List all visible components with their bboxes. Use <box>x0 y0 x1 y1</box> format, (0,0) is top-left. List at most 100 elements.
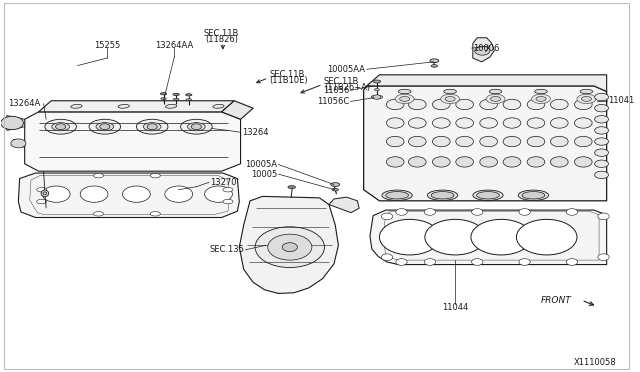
Ellipse shape <box>213 105 224 108</box>
Polygon shape <box>38 101 234 112</box>
Ellipse shape <box>223 199 233 204</box>
Polygon shape <box>383 211 599 260</box>
Ellipse shape <box>43 192 47 195</box>
Circle shape <box>503 99 521 110</box>
Ellipse shape <box>89 119 120 134</box>
Circle shape <box>550 99 568 110</box>
Circle shape <box>480 99 497 110</box>
Circle shape <box>122 186 150 202</box>
Text: 13270: 13270 <box>211 178 237 187</box>
Circle shape <box>575 118 592 128</box>
Ellipse shape <box>441 94 460 103</box>
Circle shape <box>424 209 436 215</box>
Circle shape <box>387 137 404 147</box>
Circle shape <box>575 137 592 147</box>
Circle shape <box>550 157 568 167</box>
Polygon shape <box>12 140 25 147</box>
Ellipse shape <box>373 80 381 83</box>
Circle shape <box>205 186 232 202</box>
Ellipse shape <box>223 187 233 192</box>
Ellipse shape <box>186 94 192 96</box>
Ellipse shape <box>150 212 161 216</box>
Ellipse shape <box>473 190 503 201</box>
Circle shape <box>408 137 426 147</box>
Circle shape <box>566 209 578 215</box>
Ellipse shape <box>428 190 458 201</box>
Circle shape <box>472 209 483 215</box>
Circle shape <box>381 254 393 260</box>
Ellipse shape <box>580 89 593 94</box>
Polygon shape <box>329 197 359 213</box>
Ellipse shape <box>382 190 412 201</box>
Ellipse shape <box>595 138 609 145</box>
Circle shape <box>527 137 545 147</box>
Circle shape <box>408 118 426 128</box>
Text: 10005: 10005 <box>251 170 277 179</box>
Circle shape <box>550 118 568 128</box>
Circle shape <box>268 234 312 260</box>
Ellipse shape <box>396 94 414 103</box>
Ellipse shape <box>161 93 166 95</box>
Circle shape <box>381 213 393 220</box>
Ellipse shape <box>136 119 168 134</box>
Polygon shape <box>473 38 494 62</box>
Circle shape <box>527 157 545 167</box>
Text: SEC.135: SEC.135 <box>209 245 244 254</box>
Ellipse shape <box>518 190 548 201</box>
Polygon shape <box>221 101 253 119</box>
Circle shape <box>380 219 440 255</box>
Ellipse shape <box>118 105 129 108</box>
Ellipse shape <box>431 65 438 67</box>
Circle shape <box>456 137 474 147</box>
Ellipse shape <box>577 94 596 103</box>
Circle shape <box>480 157 497 167</box>
Circle shape <box>456 157 474 167</box>
Ellipse shape <box>150 173 161 178</box>
Circle shape <box>480 118 497 128</box>
Ellipse shape <box>186 99 191 100</box>
Ellipse shape <box>489 89 502 94</box>
Text: 11044: 11044 <box>442 303 468 312</box>
Ellipse shape <box>288 186 296 189</box>
Polygon shape <box>25 112 241 171</box>
Text: 15255: 15255 <box>93 41 120 51</box>
Circle shape <box>516 219 577 255</box>
Ellipse shape <box>581 96 591 101</box>
Text: X1110058: X1110058 <box>573 357 616 366</box>
Text: 13264: 13264 <box>242 128 268 137</box>
Ellipse shape <box>331 183 340 186</box>
Polygon shape <box>367 75 607 92</box>
Ellipse shape <box>534 89 547 94</box>
Text: 11056C: 11056C <box>317 97 349 106</box>
Ellipse shape <box>166 105 177 108</box>
Polygon shape <box>29 176 229 215</box>
Ellipse shape <box>188 123 205 131</box>
Circle shape <box>503 118 521 128</box>
Circle shape <box>471 219 532 255</box>
Circle shape <box>575 99 592 110</box>
Polygon shape <box>239 196 339 294</box>
Circle shape <box>408 99 426 110</box>
Ellipse shape <box>595 149 609 156</box>
Circle shape <box>433 157 450 167</box>
Text: 13264A: 13264A <box>8 99 40 108</box>
Circle shape <box>424 259 436 265</box>
Ellipse shape <box>36 187 47 192</box>
Circle shape <box>11 139 26 148</box>
Circle shape <box>147 124 157 130</box>
Ellipse shape <box>45 119 76 134</box>
Ellipse shape <box>399 96 410 101</box>
Circle shape <box>387 157 404 167</box>
Ellipse shape <box>595 171 609 179</box>
Polygon shape <box>4 116 25 131</box>
Ellipse shape <box>532 94 550 103</box>
Ellipse shape <box>93 173 104 178</box>
Circle shape <box>282 243 298 251</box>
Text: 10006: 10006 <box>473 44 499 52</box>
Circle shape <box>527 99 545 110</box>
Circle shape <box>408 157 426 167</box>
Ellipse shape <box>536 96 546 101</box>
Text: (11B26+A): (11B26+A) <box>324 83 370 92</box>
Ellipse shape <box>595 160 609 167</box>
Text: (11826): (11826) <box>205 35 238 44</box>
